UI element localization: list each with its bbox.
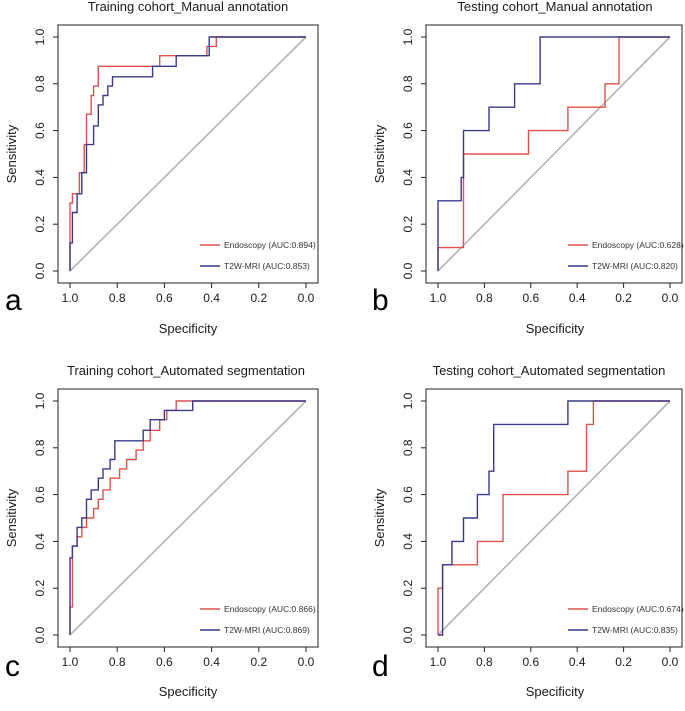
y-tick-label: 0.8	[401, 75, 415, 92]
x-tick-label: 0.2	[615, 655, 632, 669]
panel-letter: b	[372, 284, 389, 317]
reference-diagonal	[69, 36, 307, 272]
x-tick-label: 0.0	[298, 655, 315, 669]
y-tick-label: 0.4	[33, 533, 47, 550]
x-tick-label: 0.2	[615, 291, 632, 305]
roc-curve-endoscopy	[437, 36, 670, 271]
y-tick-label: 1.0	[401, 392, 415, 409]
y-tick-label: 0.6	[401, 486, 415, 503]
legend-entry: Endoscopy (AUC:0.674)	[592, 604, 684, 614]
y-axis-title: Sensitivity	[4, 124, 19, 183]
reference-diagonal	[69, 400, 307, 636]
y-axis-title: Sensitivity	[372, 488, 387, 547]
x-tick-label: 0.6	[522, 655, 539, 669]
legend-entry: T2W-MRI (AUC:0.820)	[592, 261, 678, 271]
roc-curve-t2w-mri	[69, 36, 306, 271]
y-tick-label: 0.6	[401, 122, 415, 139]
roc-curve-t2w-mri	[437, 36, 670, 271]
x-tick-label: 0.4	[569, 655, 586, 669]
x-tick-label: 1.0	[62, 655, 79, 669]
x-tick-label: 0.6	[156, 655, 173, 669]
x-tick-label: 1.0	[430, 655, 447, 669]
y-tick-label: 0.2	[401, 580, 415, 597]
y-tick-label: 0.2	[33, 216, 47, 233]
y-axis-title: Sensitivity	[372, 124, 387, 183]
y-tick-label: 0.8	[401, 439, 415, 456]
x-tick-label: 0.6	[156, 291, 173, 305]
legend-entry: Endoscopy (AUC:0.894)	[224, 240, 316, 250]
x-tick-label: 0.4	[203, 291, 220, 305]
x-tick-label: 0.8	[109, 655, 126, 669]
reference-diagonal	[437, 400, 671, 636]
y-axis-title: Sensitivity	[4, 488, 19, 547]
roc-panel-a: 1.0 0.8 0.6 0.4 0.2 0.0 0.0 0.2 0.4 0.6 0.8 1.0 Endo…	[4, 0, 319, 336]
plot-title: Testing cohort_Manual annotation	[457, 0, 652, 14]
x-tick-label: 0.0	[298, 291, 315, 305]
x-axis-title: Specificity	[159, 684, 218, 699]
y-tick-label: 0.2	[401, 216, 415, 233]
y-tick-label: 0.4	[401, 533, 415, 550]
x-tick-label: 0.8	[476, 291, 493, 305]
y-tick-label: 0.4	[33, 169, 47, 186]
roc-panel-c: 1.0 0.8 0.6 0.4 0.2 0.0 0.0 0.2 0.4 0.6 0.8 1.0 Endo…	[4, 363, 319, 699]
x-tick-label: 1.0	[430, 291, 447, 305]
x-tick-label: 0.0	[662, 291, 679, 305]
x-tick-label: 0.8	[476, 655, 493, 669]
roc-panel-b: 1.0 0.8 0.6 0.4 0.2 0.0 0.0 0.2 0.4 0.6 0.8 1.0 Endo…	[372, 0, 684, 336]
legend-entry: T2W-MRI (AUC:0.869)	[224, 625, 310, 635]
x-tick-label: 0.6	[522, 291, 539, 305]
x-tick-label: 0.2	[250, 655, 267, 669]
x-tick-label: 0.8	[109, 291, 126, 305]
y-tick-label: 0.0	[33, 262, 47, 279]
roc-panel-d: 1.0 0.8 0.6 0.4 0.2 0.0 0.0 0.2 0.4 0.6 0.8 1.0 Endo…	[372, 363, 684, 699]
y-tick-label: 1.0	[33, 28, 47, 45]
panel-letter: d	[372, 650, 389, 683]
x-axis-title: Specificity	[526, 321, 585, 336]
x-tick-label: 0.4	[203, 655, 220, 669]
y-tick-label: 0.0	[33, 626, 47, 643]
x-axis-title: Specificity	[526, 684, 585, 699]
legend-entry: T2W-MRI (AUC:0.835)	[592, 625, 678, 635]
x-tick-label: 0.0	[662, 655, 679, 669]
y-tick-label: 0.6	[33, 486, 47, 503]
reference-diagonal	[437, 36, 671, 272]
y-tick-label: 1.0	[401, 28, 415, 45]
x-tick-label: 0.2	[250, 291, 267, 305]
panel-letter: c	[5, 650, 20, 683]
y-tick-label: 1.0	[33, 392, 47, 409]
legend-entry: Endoscopy (AUC:0.628)	[592, 240, 684, 250]
plot-title: Training cohort_Manual annotation	[88, 0, 288, 14]
y-tick-label: 0.4	[401, 169, 415, 186]
legend-entry: T2W-MRI (AUC:0.853)	[224, 261, 310, 271]
roc-curve-t2w-mri	[438, 400, 670, 636]
plot-title: Training cohort_Automated segmentation	[67, 363, 305, 378]
x-axis-title: Specificity	[159, 321, 218, 336]
plot-title: Testing cohort_Automated segmentation	[433, 363, 666, 378]
legend-entry: Endoscopy (AUC:0.866)	[224, 604, 316, 614]
roc-curve-t2w-mri	[69, 400, 306, 635]
y-tick-label: 0.2	[33, 580, 47, 597]
x-tick-label: 1.0	[62, 291, 79, 305]
y-tick-label: 0.0	[401, 626, 415, 643]
x-tick-label: 0.4	[569, 291, 586, 305]
panel-letter: a	[5, 284, 22, 317]
y-tick-label: 0.0	[401, 262, 415, 279]
y-tick-label: 0.6	[33, 122, 47, 139]
y-tick-label: 0.8	[33, 439, 47, 456]
y-tick-label: 0.8	[33, 75, 47, 92]
